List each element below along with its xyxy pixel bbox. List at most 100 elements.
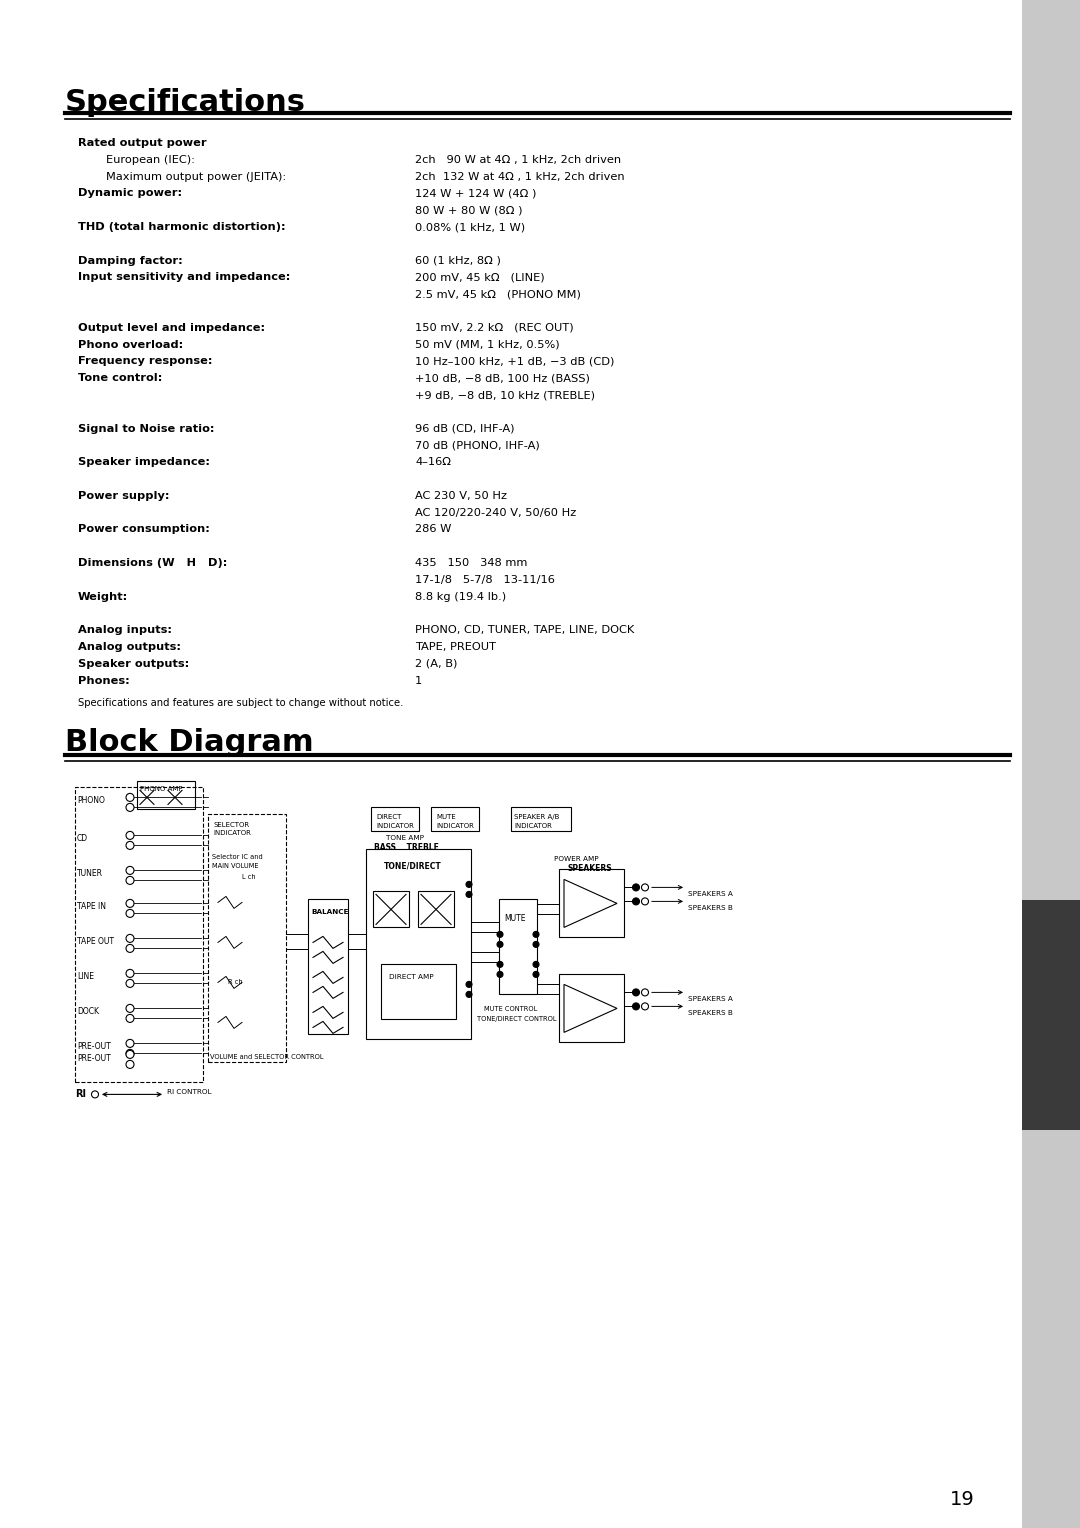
- Text: INDICATOR: INDICATOR: [436, 824, 474, 830]
- Text: DIRECT AMP: DIRECT AMP: [389, 975, 434, 981]
- Circle shape: [126, 1050, 134, 1057]
- Text: 10 Hz–100 kHz, +1 dB, −3 dB (CD): 10 Hz–100 kHz, +1 dB, −3 dB (CD): [415, 356, 615, 367]
- Text: SPEAKERS B: SPEAKERS B: [688, 906, 733, 911]
- Text: L ch: L ch: [242, 874, 256, 880]
- Circle shape: [497, 941, 503, 947]
- Circle shape: [633, 898, 639, 905]
- Circle shape: [126, 969, 134, 978]
- Text: DOCK: DOCK: [77, 1007, 99, 1016]
- Text: TONE/DIRECT CONTROL: TONE/DIRECT CONTROL: [477, 1016, 556, 1022]
- Circle shape: [126, 793, 134, 801]
- Text: 60 (1 kHz, 8Ω ): 60 (1 kHz, 8Ω ): [415, 255, 501, 266]
- Text: RI: RI: [75, 1089, 86, 1100]
- Text: AC 120/220-240 V, 50/60 Hz: AC 120/220-240 V, 50/60 Hz: [415, 507, 577, 518]
- Text: +10 dB, −8 dB, 100 Hz (BASS): +10 dB, −8 dB, 100 Hz (BASS): [415, 373, 590, 384]
- Text: MUTE: MUTE: [504, 914, 526, 923]
- Polygon shape: [564, 880, 617, 927]
- Text: BALANCE: BALANCE: [311, 909, 349, 915]
- Text: BASS    TREBLE: BASS TREBLE: [374, 843, 438, 853]
- Bar: [418, 891, 454, 927]
- Bar: [75, 787, 203, 1082]
- Circle shape: [126, 900, 134, 908]
- Text: 2 (A, B): 2 (A, B): [415, 659, 457, 669]
- Text: Tone control:: Tone control:: [78, 373, 162, 384]
- Text: Dimensions (W   H   D):: Dimensions (W H D):: [78, 558, 228, 568]
- Text: R ch: R ch: [228, 979, 243, 986]
- Text: PHONO, CD, TUNER, TAPE, LINE, DOCK: PHONO, CD, TUNER, TAPE, LINE, DOCK: [415, 625, 634, 636]
- Text: Specifications: Specifications: [65, 89, 306, 118]
- Circle shape: [633, 883, 639, 891]
- Text: 4–16Ω: 4–16Ω: [415, 457, 451, 468]
- Text: 2ch   90 W at 4Ω , 1 kHz, 2ch driven: 2ch 90 W at 4Ω , 1 kHz, 2ch driven: [415, 154, 621, 165]
- Text: AC 230 V, 50 Hz: AC 230 V, 50 Hz: [415, 490, 507, 501]
- Text: SPEAKERS: SPEAKERS: [567, 865, 611, 874]
- Polygon shape: [564, 984, 617, 1033]
- Circle shape: [642, 883, 648, 891]
- Bar: [1022, 0, 1080, 1528]
- Text: SPEAKERS B: SPEAKERS B: [688, 1010, 733, 1016]
- Circle shape: [126, 979, 134, 987]
- Text: 50 mV (MM, 1 kHz, 0.5%): 50 mV (MM, 1 kHz, 0.5%): [415, 339, 559, 350]
- Text: PRE-OUT: PRE-OUT: [77, 1042, 111, 1051]
- Text: TAPE OUT: TAPE OUT: [77, 937, 114, 946]
- Text: 1: 1: [415, 675, 422, 686]
- Circle shape: [126, 1004, 134, 1013]
- Text: VOLUME and SELECTOR CONTROL: VOLUME and SELECTOR CONTROL: [210, 1054, 324, 1060]
- Text: SPEAKERS A: SPEAKERS A: [688, 891, 733, 897]
- Text: Damping factor:: Damping factor:: [78, 255, 183, 266]
- Text: PHONO AMP: PHONO AMP: [140, 787, 183, 793]
- Text: Speaker impedance:: Speaker impedance:: [78, 457, 210, 468]
- Text: 2ch  132 W at 4Ω , 1 kHz, 2ch driven: 2ch 132 W at 4Ω , 1 kHz, 2ch driven: [415, 171, 624, 182]
- Circle shape: [126, 804, 134, 811]
- Text: Power supply:: Power supply:: [78, 490, 170, 501]
- Text: Frequency response:: Frequency response:: [78, 356, 213, 367]
- Text: Selector IC and: Selector IC and: [212, 854, 262, 860]
- Text: Dynamic power:: Dynamic power:: [78, 188, 183, 199]
- Text: 2.5 mV, 45 kΩ   (PHONO MM): 2.5 mV, 45 kΩ (PHONO MM): [415, 289, 581, 299]
- Text: THD (total harmonic distortion):: THD (total harmonic distortion):: [78, 222, 285, 232]
- Text: 17-1/8   5-7/8   13-11/16: 17-1/8 5-7/8 13-11/16: [415, 575, 555, 585]
- Text: LINE: LINE: [77, 972, 94, 981]
- Text: 80 W + 80 W (8Ω ): 80 W + 80 W (8Ω ): [415, 205, 523, 215]
- Circle shape: [642, 1002, 648, 1010]
- Text: PRE-OUT: PRE-OUT: [77, 1054, 111, 1063]
- Circle shape: [126, 1050, 134, 1059]
- Circle shape: [126, 935, 134, 943]
- Text: 435   150   348 mm: 435 150 348 mm: [415, 558, 527, 568]
- Text: MUTE: MUTE: [436, 814, 456, 821]
- Circle shape: [642, 989, 648, 996]
- Text: MUTE CONTROL: MUTE CONTROL: [484, 1007, 537, 1013]
- Text: Phones:: Phones:: [78, 675, 130, 686]
- Bar: [431, 807, 480, 831]
- Circle shape: [534, 972, 539, 978]
- Circle shape: [633, 989, 639, 996]
- Text: Weight:: Weight:: [78, 591, 129, 602]
- Bar: [1022, 900, 1080, 1131]
- Circle shape: [126, 831, 134, 839]
- Text: RI CONTROL: RI CONTROL: [167, 1089, 212, 1096]
- Text: TAPE IN: TAPE IN: [77, 903, 106, 911]
- Text: 150 mV, 2.2 kΩ   (REC OUT): 150 mV, 2.2 kΩ (REC OUT): [415, 322, 573, 333]
- Bar: [373, 891, 409, 927]
- Circle shape: [92, 1091, 98, 1099]
- Text: 19: 19: [950, 1490, 975, 1510]
- Bar: [366, 850, 471, 1039]
- Text: 286 W: 286 W: [415, 524, 451, 535]
- Circle shape: [497, 972, 503, 978]
- Bar: [511, 807, 571, 831]
- Text: PHONO: PHONO: [77, 796, 105, 805]
- Circle shape: [126, 1039, 134, 1047]
- Text: TUNER: TUNER: [77, 869, 103, 879]
- Circle shape: [126, 1060, 134, 1068]
- Text: Speaker outputs:: Speaker outputs:: [78, 659, 189, 669]
- Circle shape: [465, 882, 472, 888]
- Bar: [137, 781, 195, 810]
- Circle shape: [465, 981, 472, 987]
- Text: Output level and impedance:: Output level and impedance:: [78, 322, 265, 333]
- Circle shape: [126, 944, 134, 952]
- Bar: [381, 964, 456, 1019]
- Bar: [208, 814, 286, 1062]
- Text: Phono overload:: Phono overload:: [78, 339, 184, 350]
- Text: CD: CD: [77, 834, 89, 843]
- Text: MAIN VOLUME: MAIN VOLUME: [212, 863, 258, 869]
